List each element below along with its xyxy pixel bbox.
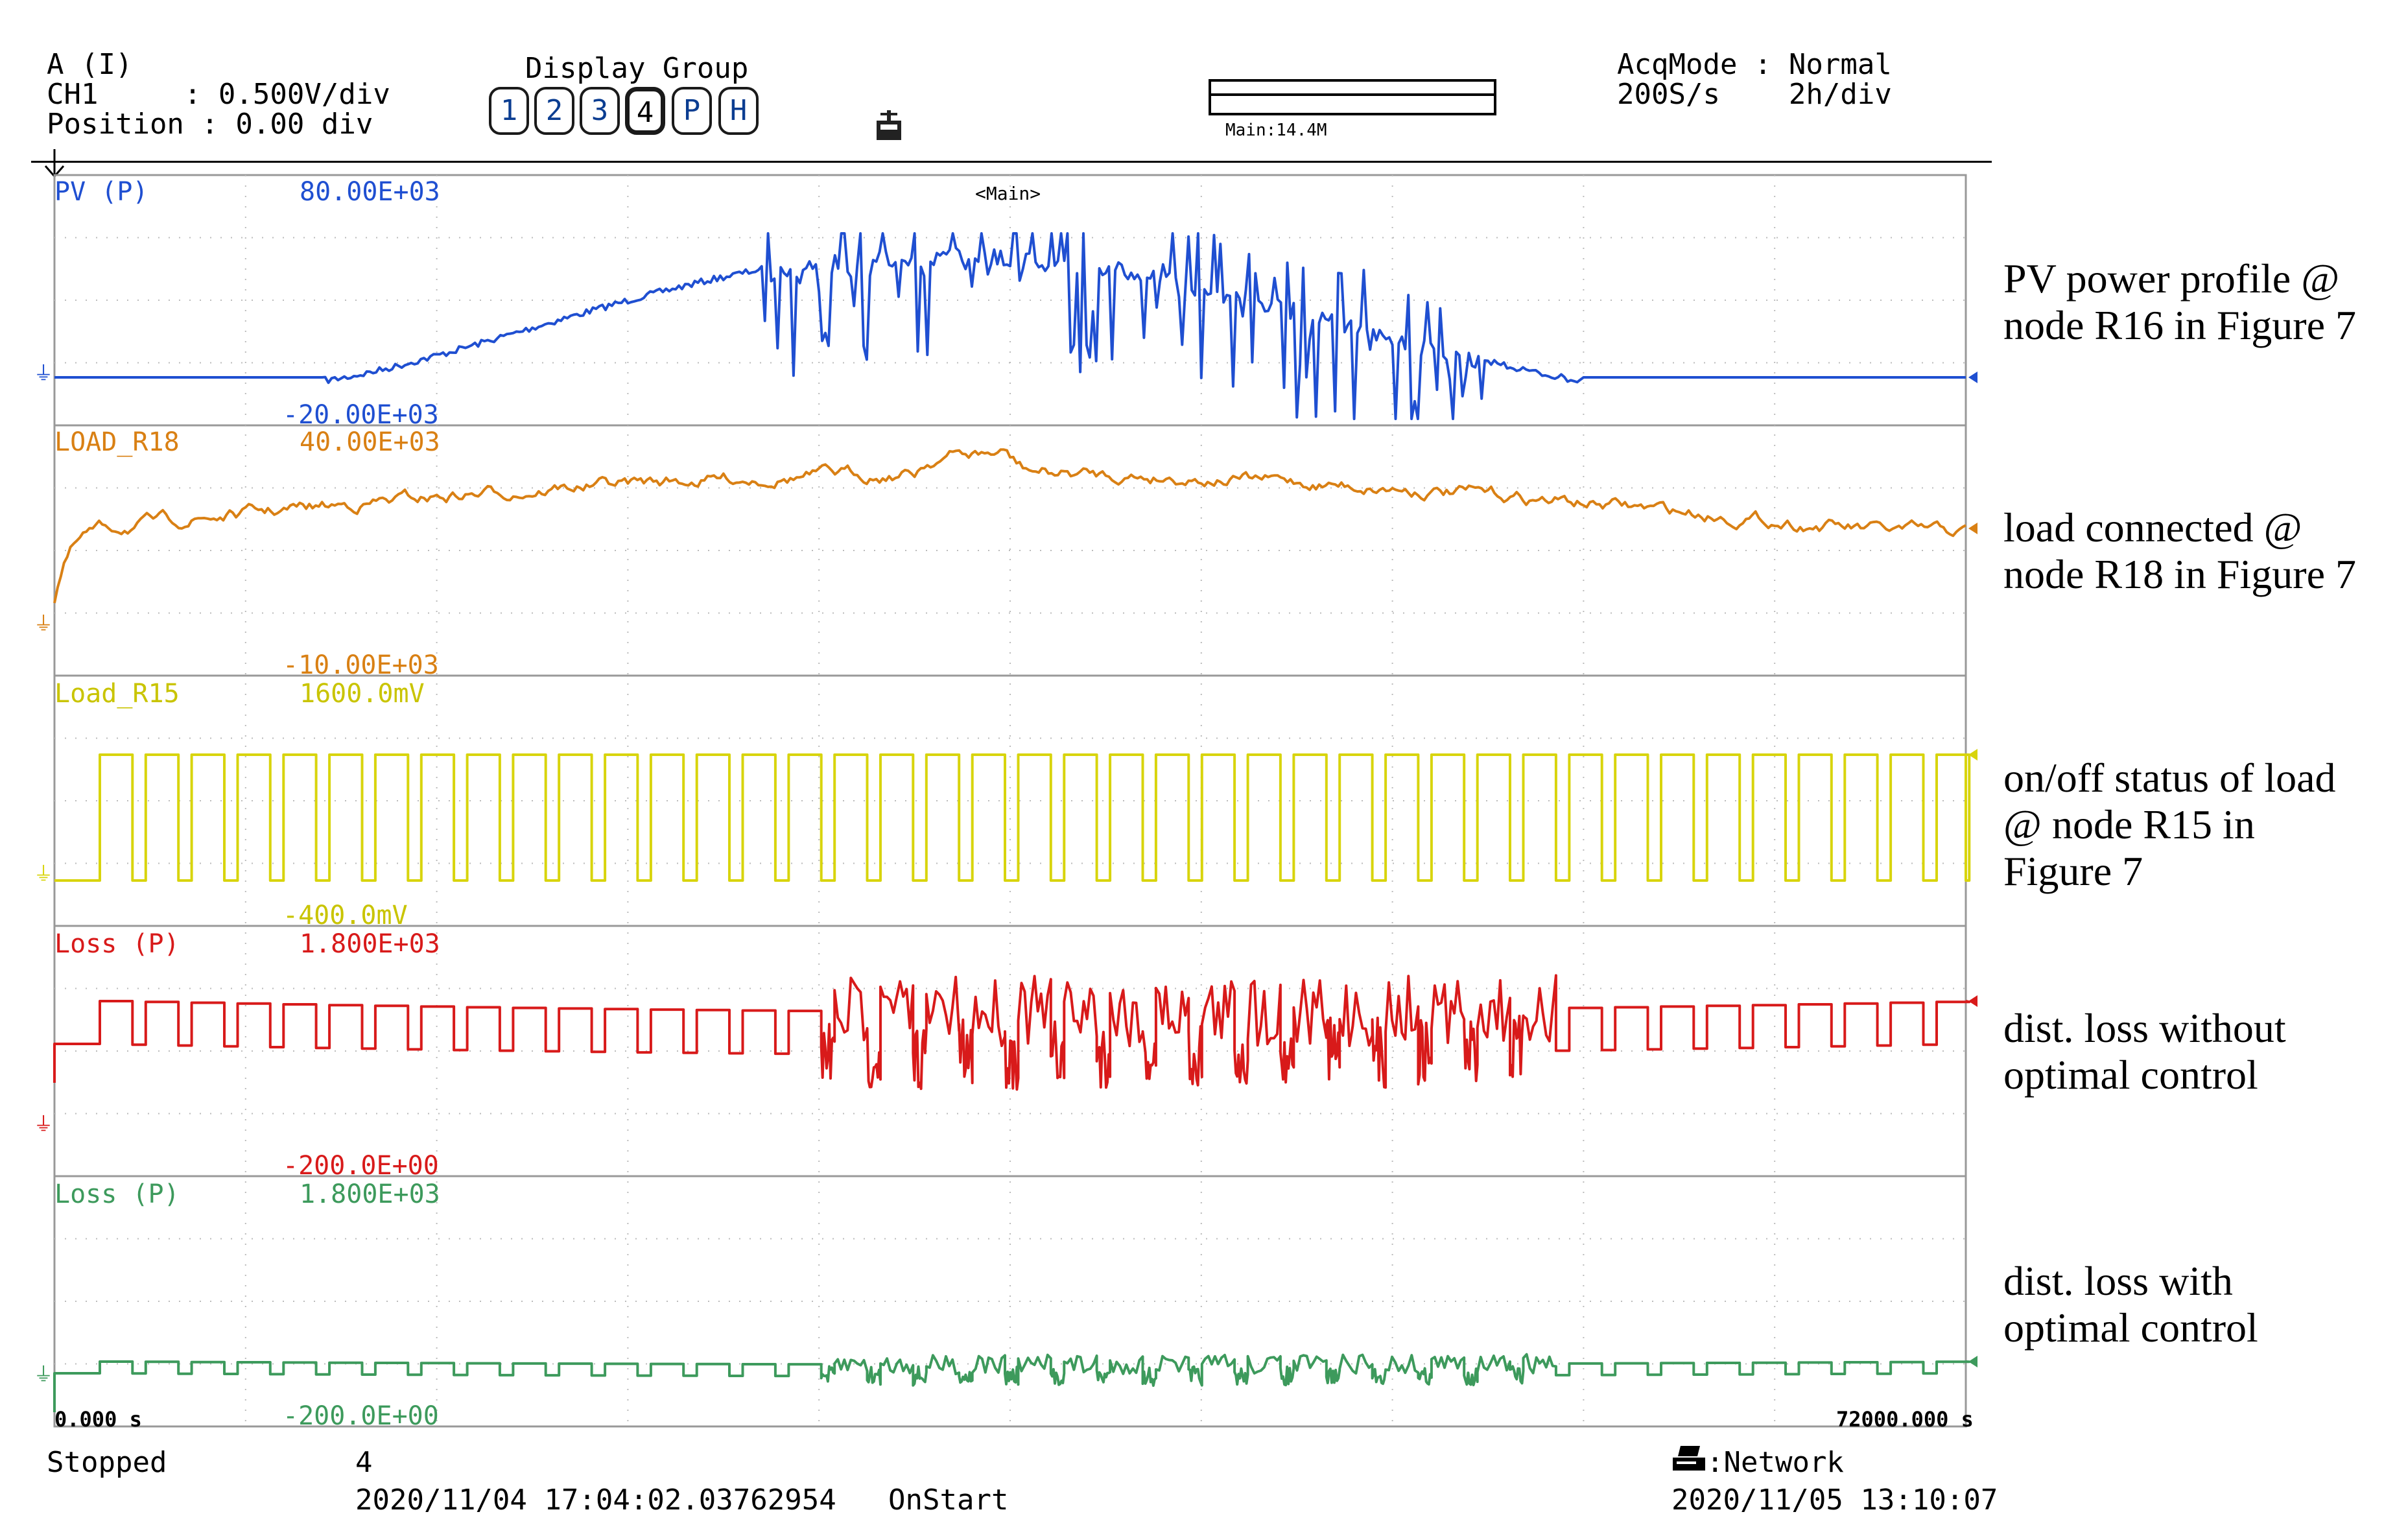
acquisition-count: 4 xyxy=(355,1446,373,1479)
trace-4-scale-bottom: -200.0E+00 xyxy=(283,1151,439,1181)
trace-1-scale-top: 80.00E+03 xyxy=(300,177,440,207)
trace-3-scale-bottom: -400.0mV xyxy=(283,901,408,930)
trace-end-marker-5 xyxy=(1968,1356,1977,1367)
header-separator xyxy=(31,161,1992,163)
trace-5-scale-bottom: -200.0E+00 xyxy=(283,1401,439,1431)
time-axis-end: 72000.000 s xyxy=(1836,1407,1974,1432)
display-group-button-h[interactable]: H xyxy=(718,87,759,135)
loss-without-control-trace xyxy=(53,974,1971,1091)
trace-1-name: PV (P) xyxy=(54,177,148,207)
trace-end-marker-1 xyxy=(1968,372,1977,383)
acquisition-mode: AcqMode : Normal xyxy=(1617,48,1892,81)
grid xyxy=(53,174,1967,1428)
trace-4-name: Loss (P) xyxy=(54,929,180,959)
trace-end-marker-4 xyxy=(1968,995,1977,1007)
trace-4-scale-top: 1.800E+03 xyxy=(300,929,440,959)
trace-3-scale-top: 1600.0mV xyxy=(300,679,425,709)
trigger-position: Position : 0.00 div xyxy=(47,108,373,141)
run-status: Stopped xyxy=(47,1446,167,1479)
memory-bar xyxy=(1209,79,1496,115)
display-group-label: Display Group xyxy=(525,52,749,85)
trace-5-scale-top: 1.800E+03 xyxy=(300,1179,440,1209)
load-r15-trace xyxy=(54,753,1971,882)
trigger-mode: OnStart xyxy=(888,1484,1009,1517)
trigger-source: A (I) xyxy=(47,48,133,81)
ground-marker-3: ⏚ xyxy=(34,863,53,886)
annotation-pv: PV power profile @ node R16 in Figure 7 xyxy=(2003,255,2356,348)
network-printer-icon xyxy=(1673,1446,1705,1471)
trace-1-scale-bottom: -20.00E+03 xyxy=(283,400,439,430)
time-axis-start: 0.000 s xyxy=(54,1407,142,1432)
display-group-button-p[interactable]: P xyxy=(672,87,712,135)
memory-bar-label: Main:14.4M xyxy=(1225,121,1327,140)
end-timestamp: 2020/11/05 13:10:07 xyxy=(1671,1484,1998,1517)
display-group-button-3[interactable]: 3 xyxy=(580,87,620,135)
load-r18-trace xyxy=(53,448,1966,604)
annotation-load-r15: on/off status of load @ node R15 in Figure… xyxy=(2003,755,2336,894)
pv-power-trace xyxy=(54,232,1966,420)
trace-end-marker-3 xyxy=(1968,749,1977,761)
ground-marker-4: ⏚ xyxy=(34,1113,53,1136)
trace-2-name: LOAD_R18 xyxy=(54,427,180,457)
ground-marker-2: ⏚ xyxy=(34,613,53,635)
annotation-loss-with: dist. loss with optimal control xyxy=(2003,1258,2258,1351)
annotation-load-r18: load connected @ node R18 in Figure 7 xyxy=(2003,504,2356,597)
annotation-loss-without: dist. loss without optimal control xyxy=(2003,1005,2286,1098)
loss-with-control-trace xyxy=(53,1353,1971,1412)
display-group-button-1[interactable]: 1 xyxy=(489,87,529,135)
main-window-tag: <Main> xyxy=(975,183,1041,204)
traces: ⏚ ⏚ ⏚ ⏚ ⏚ xyxy=(34,232,1977,1412)
ground-marker-1: ⏚ xyxy=(34,362,53,385)
start-timestamp: 2020/11/04 17:04:02.03762954 xyxy=(355,1484,836,1517)
sample-rate: 200S/s 2h/div xyxy=(1617,78,1892,111)
display-group-button-4[interactable]: 4 xyxy=(625,87,665,135)
network-status: :Network xyxy=(1706,1446,1844,1479)
instrument-icon xyxy=(877,110,901,140)
trace-end-marker-2 xyxy=(1968,523,1977,534)
trace-5-name: Loss (P) xyxy=(54,1179,180,1209)
trace-2-scale-top: 40.00E+03 xyxy=(300,427,440,457)
display-group-button-2[interactable]: 2 xyxy=(534,87,574,135)
trace-3-name: Load_R15 xyxy=(54,679,180,709)
trace-2-scale-bottom: -10.00E+03 xyxy=(283,650,439,680)
channel-scale: CH1 : 0.500V/div xyxy=(47,78,390,111)
ground-marker-5: ⏚ xyxy=(34,1364,53,1386)
